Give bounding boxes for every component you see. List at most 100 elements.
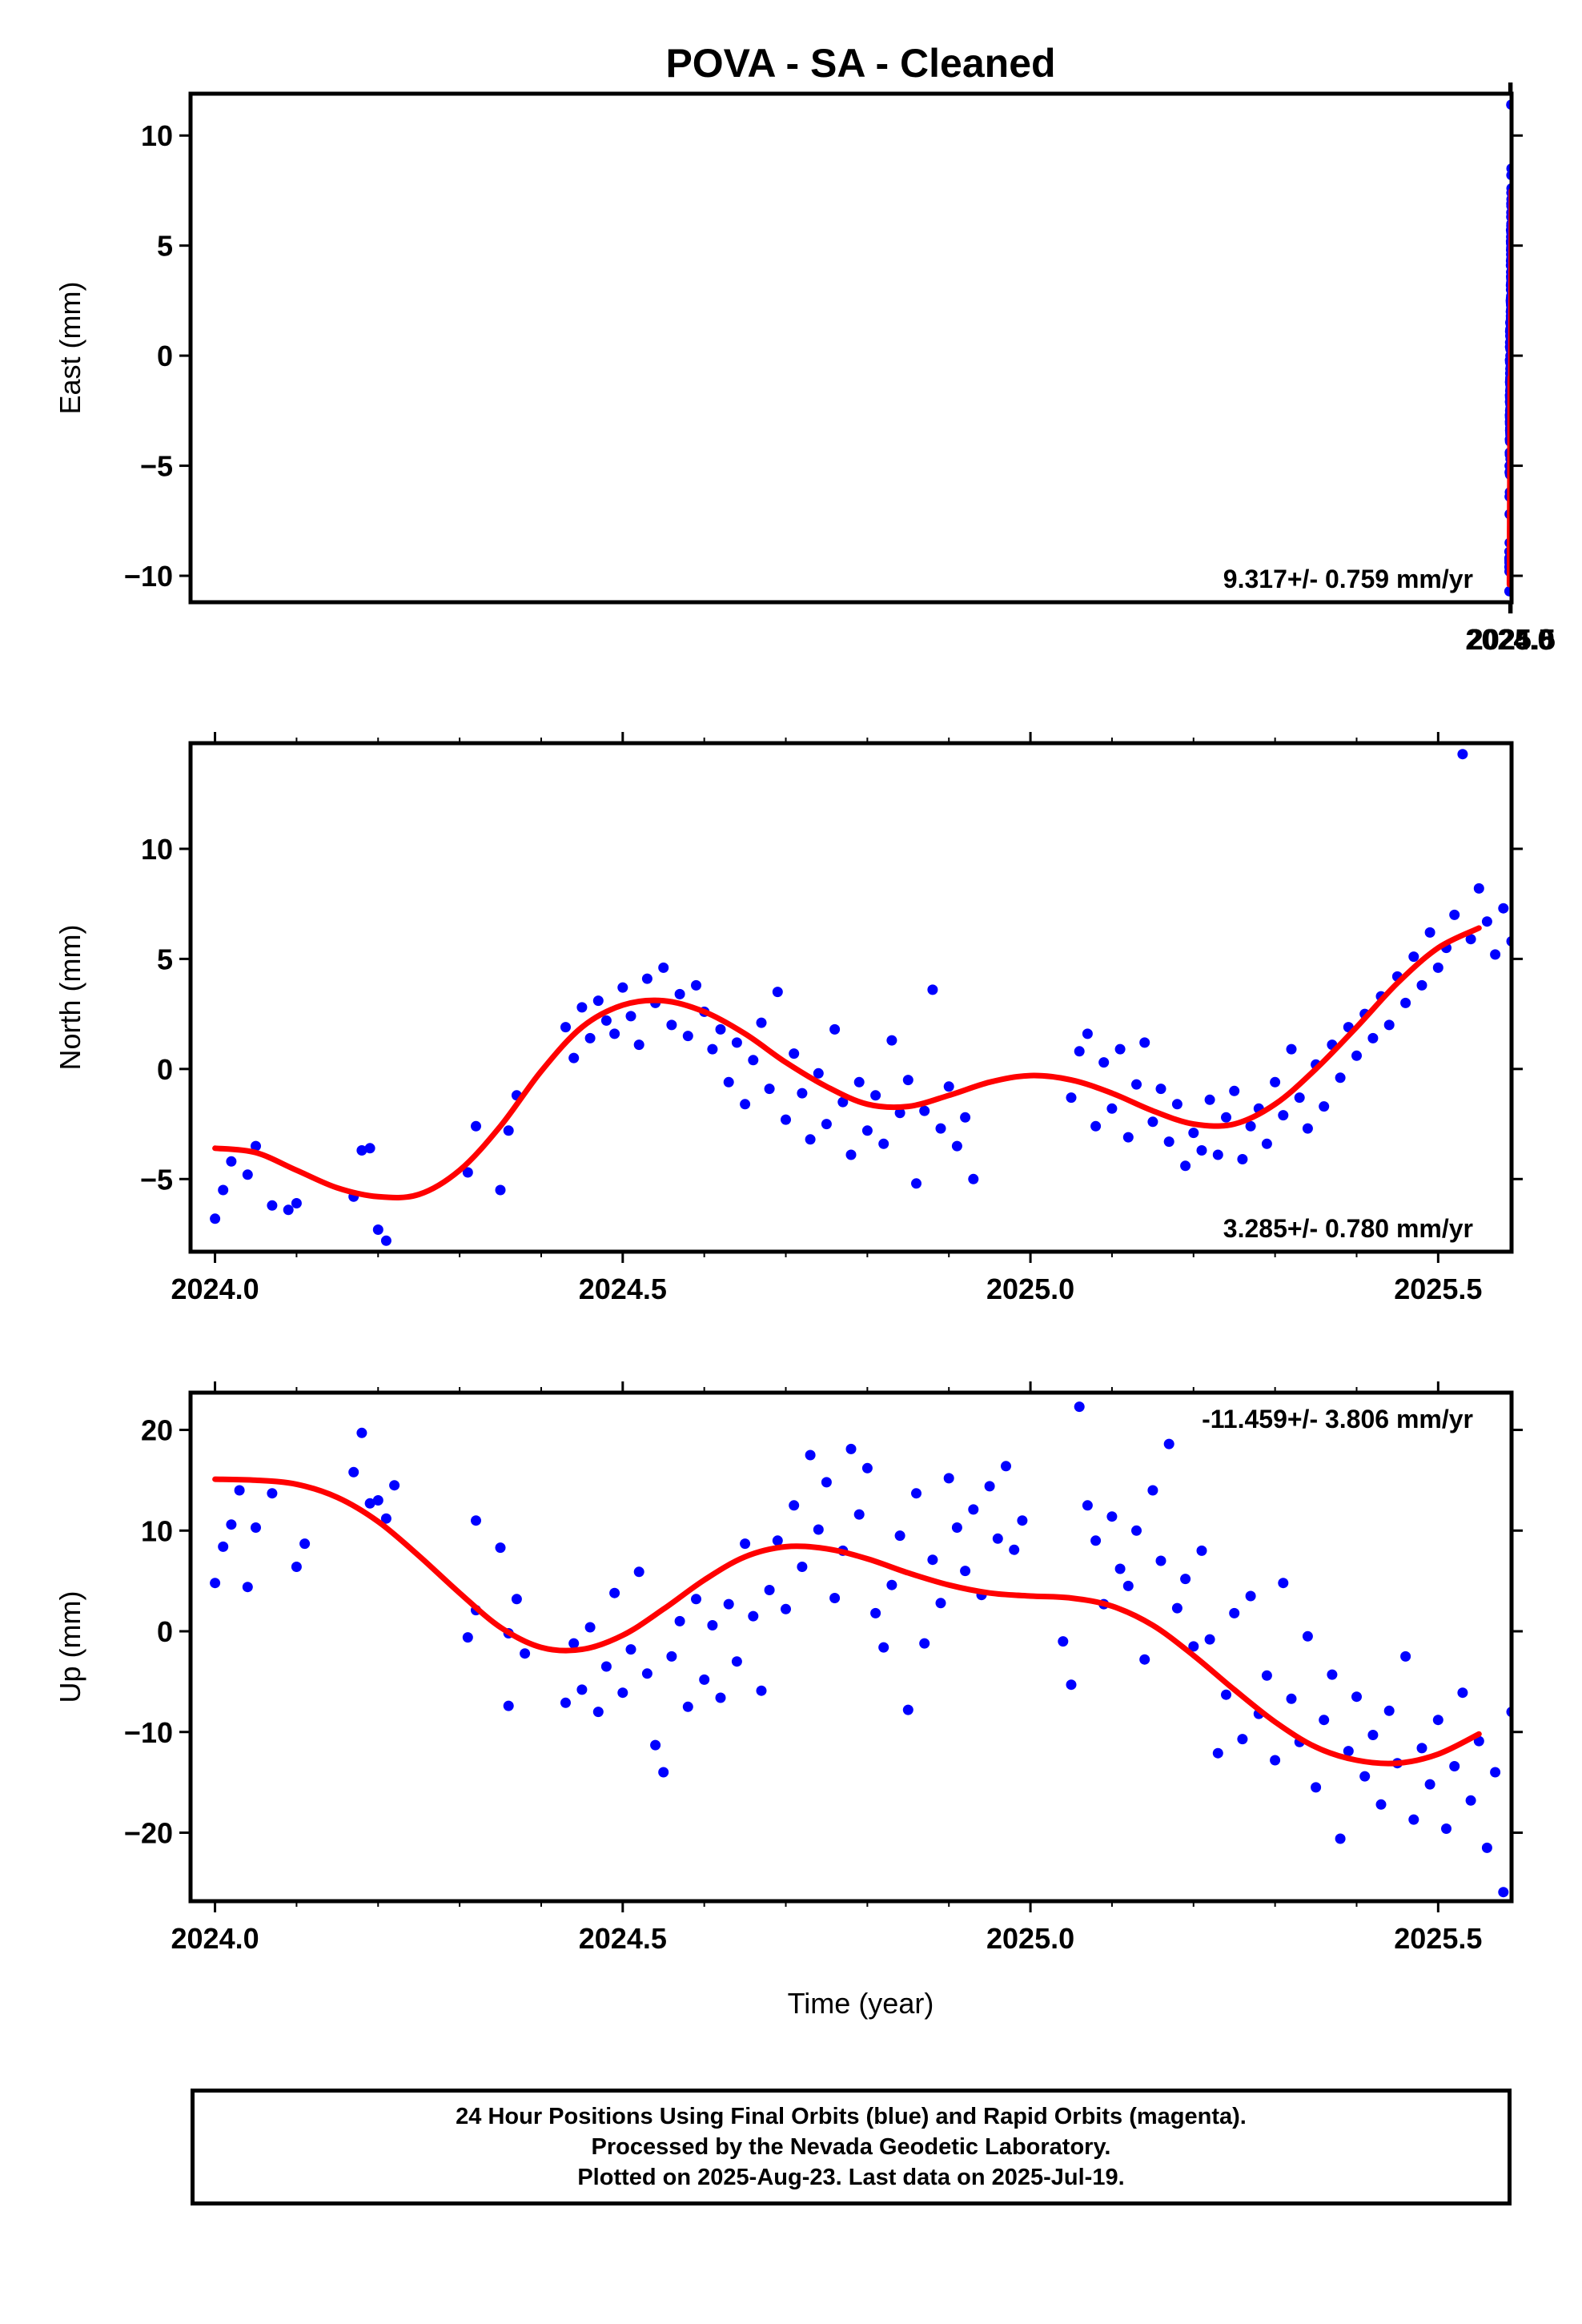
north-data-point: [682, 1031, 693, 1042]
north-data-point: [641, 973, 652, 984]
north-data-point: [226, 1156, 237, 1167]
up-data-point: [1498, 1887, 1509, 1898]
north-data-point: [356, 1145, 367, 1156]
up-data-point: [861, 1462, 873, 1474]
north-data-point: [731, 1037, 742, 1048]
north-data-point: [1212, 1149, 1223, 1160]
up-data-point: [1163, 1438, 1174, 1449]
up-data-point: [234, 1485, 245, 1496]
up-data-point: [1204, 1634, 1215, 1645]
footer-line-3: Plotted on 2025-Aug-23. Last data on 202…: [577, 2165, 1125, 2190]
north-data-point: [1196, 1145, 1207, 1156]
up-data-point: [1221, 1689, 1231, 1700]
up-data-point: [1490, 1767, 1501, 1778]
north-data-point: [1278, 1110, 1289, 1121]
north-data-point: [772, 987, 783, 998]
up-data-point: [1188, 1641, 1199, 1652]
up-data-point: [568, 1638, 580, 1649]
north-data-point: [1261, 1138, 1272, 1149]
up-data-point: [1245, 1590, 1256, 1602]
north-data-point: [1163, 1136, 1174, 1148]
north-data-point: [951, 1140, 962, 1152]
up-data-point: [1311, 1782, 1322, 1793]
north-data-point: [1147, 1116, 1158, 1128]
up-data-point: [503, 1700, 514, 1711]
north-data-point: [845, 1149, 857, 1160]
up-data-point: [1058, 1636, 1069, 1647]
up-data-point: [1278, 1578, 1289, 1589]
x-axis-label: Time (year): [788, 1987, 934, 2020]
north-x-tick-label: 2024.5: [579, 1273, 667, 1305]
north-data-point: [1237, 1154, 1248, 1164]
up-data-point: [1319, 1715, 1330, 1726]
up-data-point: [1180, 1574, 1191, 1585]
east-y-axis-label: East (mm): [54, 282, 86, 415]
up-data-point: [748, 1610, 759, 1622]
up-data-point: [609, 1587, 620, 1598]
north-x-tick-label: 2024.0: [171, 1273, 259, 1305]
north-data-point: [805, 1134, 816, 1145]
up-data-point: [1457, 1687, 1468, 1699]
north-data-point: [380, 1235, 391, 1246]
north-model-curve: [212, 925, 1482, 1200]
north-data-point: [927, 984, 938, 995]
up-data-point: [781, 1603, 791, 1614]
north-y-tick-label: 5: [157, 943, 173, 975]
footer-line-2: Processed by the Nevada Geodetic Laborat…: [591, 2134, 1111, 2160]
up-data-point: [927, 1554, 938, 1566]
north-data-point: [1139, 1037, 1150, 1048]
up-data-point: [1229, 1607, 1240, 1618]
north-data-point: [1400, 997, 1411, 1008]
up-data-point: [1155, 1555, 1166, 1566]
north-data-point: [251, 1140, 261, 1152]
north-data-point: [1122, 1132, 1134, 1143]
up-data-point: [389, 1480, 400, 1491]
up-data-point: [674, 1615, 685, 1626]
north-data-point: [1074, 1046, 1085, 1057]
up-x-tick-label: 2025.0: [986, 1922, 1074, 1955]
up-data-point: [299, 1538, 311, 1550]
up-data-point: [1131, 1525, 1142, 1536]
north-data-point: [1066, 1092, 1077, 1104]
north-data-point: [902, 1075, 913, 1086]
up-data-point: [853, 1509, 865, 1520]
up-data-point: [1106, 1511, 1118, 1522]
north-data-point: [1319, 1101, 1330, 1112]
north-data-point: [1090, 1120, 1102, 1132]
north-data-point: [853, 1076, 865, 1088]
north-data-point: [283, 1204, 294, 1216]
up-data-point: [633, 1566, 644, 1578]
up-data-point: [723, 1598, 734, 1610]
up-data-point: [291, 1562, 302, 1572]
up-data-point: [1082, 1500, 1093, 1511]
up-data-point: [731, 1656, 742, 1667]
up-data-point: [372, 1495, 383, 1506]
figure-title: POVA - SA - Cleaned: [665, 41, 1055, 86]
north-data-point: [691, 979, 701, 991]
north-data-point: [870, 1090, 881, 1101]
up-data-point: [1327, 1669, 1338, 1680]
up-rate-label: -11.459+/- 3.806 mm/yr: [1202, 1405, 1473, 1433]
north-data-point: [503, 1125, 514, 1136]
up-data-point: [1286, 1693, 1297, 1704]
up-data-point: [560, 1697, 571, 1708]
up-data-point: [617, 1687, 628, 1699]
north-data-point: [1424, 927, 1435, 938]
up-data-point: [348, 1466, 359, 1478]
up-data-point: [462, 1632, 473, 1643]
north-data-point: [1457, 749, 1468, 760]
up-data-point: [756, 1685, 767, 1696]
up-data-point: [495, 1542, 506, 1554]
north-data-point: [372, 1224, 383, 1235]
north-data-point: [1229, 1085, 1240, 1096]
north-data-point: [666, 1019, 677, 1031]
north-data-point: [1245, 1120, 1256, 1132]
up-data-point: [356, 1427, 367, 1438]
up-data-point: [682, 1701, 693, 1712]
north-data-point: [1106, 1103, 1118, 1114]
up-plot-frame: [188, 1390, 1514, 1904]
up-data-point: [740, 1538, 751, 1550]
north-data-point: [829, 1023, 841, 1035]
up-data-point: [797, 1562, 808, 1572]
